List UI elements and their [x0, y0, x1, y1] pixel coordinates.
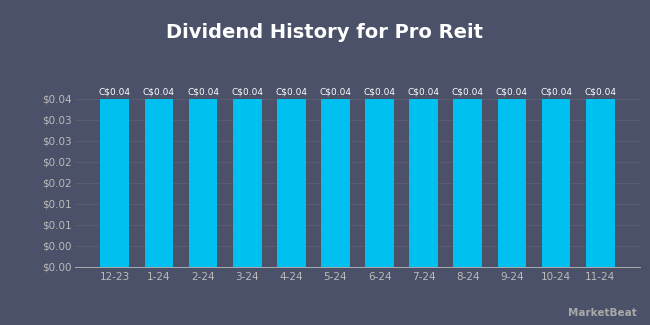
Bar — [144, 98, 174, 266]
Bar — [233, 98, 261, 266]
Text: C$0.04: C$0.04 — [143, 87, 175, 97]
Text: C$0.04: C$0.04 — [231, 87, 263, 97]
Text: C$0.04: C$0.04 — [276, 87, 307, 97]
Text: C$0.04: C$0.04 — [99, 87, 131, 97]
Text: C$0.04: C$0.04 — [187, 87, 219, 97]
Text: C$0.04: C$0.04 — [452, 87, 484, 97]
Bar — [586, 98, 614, 266]
Bar — [541, 98, 571, 266]
Text: C$0.04: C$0.04 — [319, 87, 352, 97]
Text: C$0.04: C$0.04 — [408, 87, 439, 97]
Bar — [321, 98, 350, 266]
Text: C$0.04: C$0.04 — [363, 87, 396, 97]
Bar — [498, 98, 527, 266]
Text: C$0.04: C$0.04 — [540, 87, 572, 97]
Bar — [101, 98, 129, 266]
Text: Dividend History for Pro Reit: Dividend History for Pro Reit — [166, 23, 484, 42]
Text: C$0.04: C$0.04 — [496, 87, 528, 97]
Bar — [277, 98, 305, 266]
Bar — [454, 98, 482, 266]
Text: MarketBeat: MarketBeat — [568, 308, 637, 318]
Bar — [188, 98, 217, 266]
Bar — [410, 98, 438, 266]
Text: C$0.04: C$0.04 — [584, 87, 616, 97]
Bar — [365, 98, 394, 266]
